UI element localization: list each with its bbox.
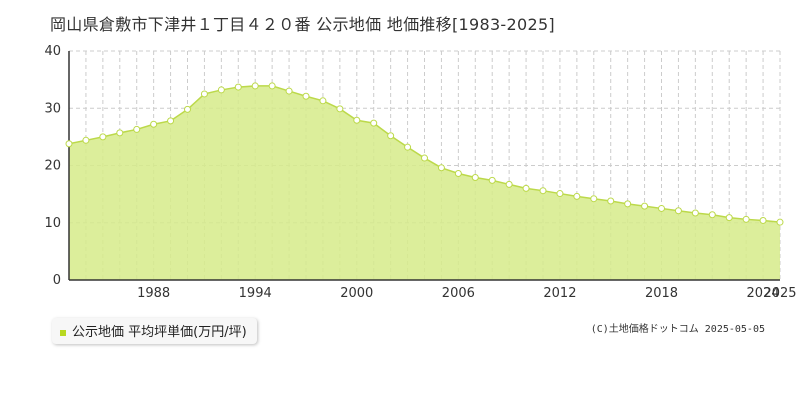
area-fill	[69, 85, 780, 280]
data-point	[302, 92, 310, 100]
data-point	[573, 192, 581, 200]
x-tick-label: 2000	[340, 286, 373, 301]
data-point	[285, 87, 293, 95]
data-point	[200, 90, 208, 98]
data-point	[65, 140, 73, 148]
data-point	[505, 180, 513, 188]
data-point	[133, 125, 141, 133]
data-point	[708, 211, 716, 219]
data-point	[82, 136, 90, 144]
data-point	[387, 132, 395, 140]
data-point	[641, 202, 649, 210]
x-tick-label: 2006	[442, 286, 475, 301]
legend[interactable]: 公示地価 平均坪単価(万円/坪)	[52, 318, 257, 344]
x-tick-label: 2025	[763, 286, 796, 301]
data-point	[539, 187, 547, 195]
data-point	[150, 120, 158, 128]
data-point	[556, 190, 564, 198]
data-point	[421, 154, 428, 162]
data-point	[268, 82, 276, 90]
x-tick-label: 1994	[239, 286, 272, 301]
legend-label: 公示地価 平均坪単価(万円/坪)	[72, 325, 247, 340]
data-point	[234, 83, 242, 91]
data-point	[725, 214, 733, 222]
data-point	[370, 119, 378, 127]
data-point	[624, 200, 632, 208]
x-tick-label: 2018	[645, 286, 678, 301]
y-tick-label: 30	[44, 101, 61, 116]
chart-title: 岡山県倉敷市下津井１丁目４２０番 公示地価 地価推移[1983-2025]	[50, 15, 555, 34]
data-point	[488, 176, 496, 184]
data-point	[471, 174, 479, 182]
data-point	[590, 195, 598, 203]
data-point	[319, 97, 327, 105]
data-point	[116, 129, 124, 137]
data-point	[404, 143, 412, 151]
data-point	[674, 207, 682, 215]
data-point	[759, 216, 767, 224]
data-point	[742, 215, 750, 223]
data-point	[607, 197, 615, 205]
credit-text: (C)土地価格ドットコム 2025-05-05	[590, 324, 765, 335]
data-point	[336, 105, 344, 113]
y-tick-label: 10	[44, 216, 61, 231]
data-points	[65, 82, 784, 226]
data-point	[522, 184, 530, 192]
data-point	[251, 82, 259, 90]
axes	[68, 51, 780, 281]
y-tick-label: 40	[44, 44, 61, 59]
legend-swatch	[60, 329, 66, 336]
y-tick-label: 20	[44, 159, 61, 174]
data-point	[454, 170, 462, 178]
data-point	[99, 133, 107, 141]
y-tick-labels: 0 10 20 30 40	[44, 44, 61, 288]
x-tick-label: 1988	[137, 286, 170, 301]
data-point	[167, 117, 175, 125]
data-point	[437, 164, 445, 172]
x-tick-label: 2012	[543, 286, 576, 301]
data-point	[776, 218, 784, 226]
data-point	[691, 209, 699, 217]
data-point	[184, 105, 191, 113]
data-point	[217, 86, 225, 94]
data-point	[353, 116, 361, 124]
data-point	[658, 204, 665, 212]
x-tick-label: 2024	[747, 286, 780, 301]
y-tick-label: 0	[53, 273, 61, 288]
